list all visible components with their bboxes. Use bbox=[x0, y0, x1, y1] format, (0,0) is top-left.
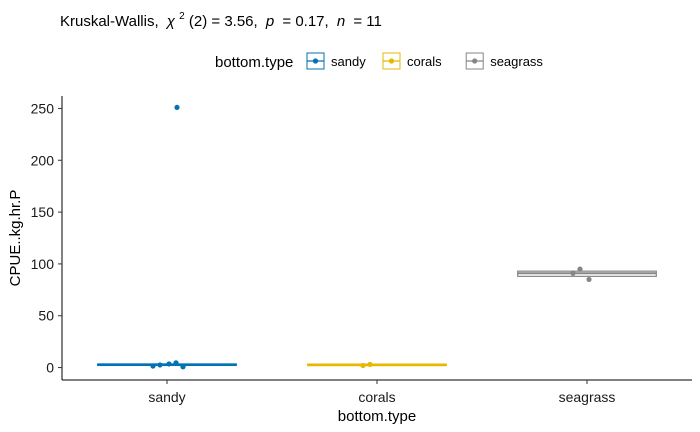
data-point-corals bbox=[367, 361, 373, 368]
legend-label-sandy: sandy bbox=[331, 54, 366, 69]
y-axis-title: CPUE..kg.hr.P bbox=[7, 190, 24, 287]
legend-item-seagrass: seagrass bbox=[465, 52, 543, 70]
data-point-seagrass bbox=[577, 266, 583, 272]
data-point-sandy bbox=[166, 361, 172, 367]
legend-label-seagrass: seagrass bbox=[490, 54, 543, 69]
y-tick-label: 0 bbox=[46, 360, 54, 376]
legend: bottom.type sandy corals seagrass bbox=[215, 52, 543, 71]
chart-subtitle: Kruskal-Wallis, χ 2 (2) = 3.56, p = 0.17… bbox=[60, 6, 382, 30]
subtitle-p-symbol: p bbox=[265, 13, 274, 30]
legend-key-point bbox=[472, 58, 478, 64]
data-point-corals bbox=[360, 362, 366, 369]
y-tick-label: 50 bbox=[38, 308, 54, 324]
subtitle-chi-superscript: 2 bbox=[179, 11, 185, 22]
subtitle-chi-symbol: χ bbox=[165, 13, 176, 30]
data-point-sandy bbox=[174, 104, 180, 111]
legend-title: bottom.type bbox=[215, 54, 293, 71]
data-point-sandy bbox=[157, 362, 163, 368]
data-point-sandy bbox=[173, 360, 179, 366]
y-tick-label: 200 bbox=[31, 152, 55, 168]
legend-key-point bbox=[312, 58, 319, 64]
legend-item-corals: corals bbox=[382, 52, 442, 70]
subtitle-statistic: (2) = 3.56, bbox=[189, 13, 258, 30]
legend-item-sandy: sandy bbox=[306, 52, 366, 70]
data-point-seagrass bbox=[586, 276, 592, 283]
plot-marks bbox=[97, 104, 657, 370]
data-point-seagrass bbox=[570, 270, 576, 276]
subtitle-test-name: Kruskal-Wallis, bbox=[60, 13, 159, 30]
data-point-sandy bbox=[150, 363, 156, 369]
x-tick-label: sandy bbox=[148, 389, 185, 405]
y-axis-ticks: 0 50 100 150 200 250 bbox=[31, 100, 62, 376]
y-tick-label: 100 bbox=[31, 256, 55, 272]
x-tick-label: corals bbox=[358, 389, 395, 405]
y-tick-label: 150 bbox=[31, 204, 55, 220]
legend-key-point bbox=[388, 58, 395, 64]
y-tick-label: 250 bbox=[31, 100, 55, 116]
subtitle-n-symbol: n bbox=[337, 13, 345, 30]
subtitle-p-value: = 0.17, bbox=[282, 13, 328, 30]
subtitle-n-value: = 11 bbox=[353, 13, 382, 30]
x-axis-title: bottom.type bbox=[338, 408, 416, 425]
legend-label-corals: corals bbox=[407, 54, 442, 69]
data-point-sandy bbox=[180, 364, 186, 370]
x-tick-label: seagrass bbox=[559, 389, 616, 405]
x-axis-ticks: sandy corals seagrass bbox=[148, 380, 615, 405]
